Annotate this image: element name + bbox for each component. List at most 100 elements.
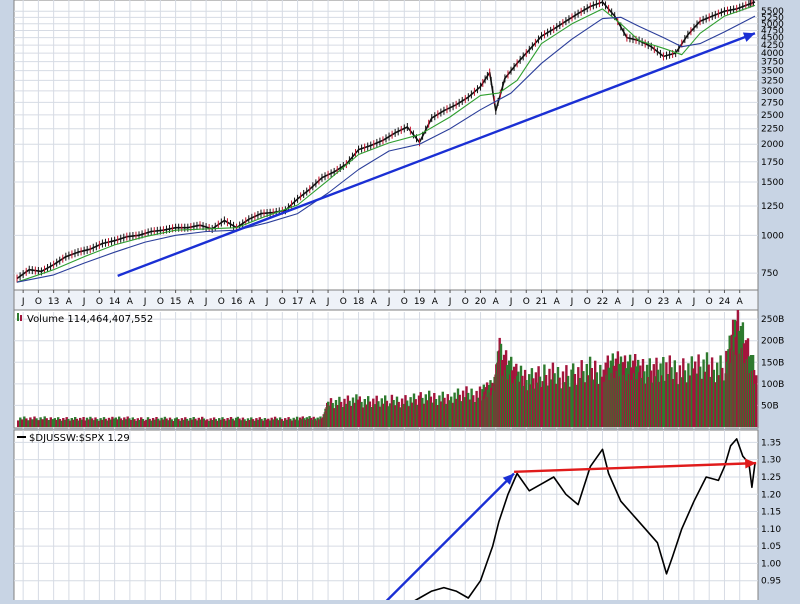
volume-y-tick-label: 250B [761, 315, 784, 325]
volume-bar [267, 418, 270, 427]
volume-bar [158, 420, 162, 427]
volume-bar [426, 400, 429, 427]
x-tick-label: 13 [48, 297, 59, 307]
ratio-y-tick-label: 1.00 [761, 559, 781, 569]
volume-bar [558, 377, 561, 427]
price-series-line-2 [16, 15, 756, 283]
volume-bar [65, 417, 68, 427]
volume-bar [438, 395, 441, 427]
volume-bar [419, 392, 422, 427]
volume-bar [465, 386, 468, 427]
price-plot [16, 0, 756, 283]
volume-bar [573, 374, 577, 427]
volume-bar [570, 369, 573, 427]
volume-bar [390, 394, 394, 427]
volume-bar [106, 420, 109, 427]
volume-bar [652, 364, 655, 427]
volume-bar [416, 404, 419, 427]
volume-bar [313, 418, 317, 427]
volume-bar [548, 368, 551, 427]
volume-bar [319, 416, 322, 427]
volume-bar [666, 374, 670, 427]
volume-bar [714, 382, 717, 427]
volume-bar [361, 407, 365, 427]
volume-bar [31, 419, 34, 427]
volume-bar [372, 398, 375, 427]
volume-legend-icon-bar [20, 315, 22, 321]
volume-bar [155, 417, 158, 427]
volume-bar [112, 418, 116, 427]
volume-bar [553, 373, 556, 427]
volume-bar [446, 394, 449, 427]
volume-bar [341, 407, 344, 427]
volume-bar [673, 360, 676, 427]
price-y-tick-label: 1000 [761, 231, 784, 241]
x-tick-label: O [279, 297, 286, 307]
x-tick-label: J [631, 297, 635, 307]
price-y-tick-label: 2750 [761, 98, 784, 108]
volume-bar [63, 419, 67, 427]
volume-bar [529, 384, 532, 427]
volume-bar [647, 377, 650, 427]
ratio-series-line-0 [414, 438, 756, 600]
volume-bar [692, 368, 695, 427]
volume-bar [670, 367, 673, 427]
volume-bar [455, 398, 458, 427]
volume-bar [143, 420, 146, 427]
volume-bar [126, 416, 129, 427]
x-tick-label: A [493, 297, 500, 307]
volume-bar [221, 417, 224, 427]
volume-bar [414, 399, 417, 427]
price-trend-arrow-line [117, 32, 756, 277]
volume-bar [238, 418, 241, 427]
volume-bar [532, 378, 535, 427]
ratio-trend-arrow-head [745, 458, 757, 469]
volume-bar [572, 363, 575, 427]
volume-bar [538, 376, 542, 427]
volume-bar [658, 381, 661, 427]
volume-bar [214, 419, 217, 427]
x-tick-label: A [554, 297, 561, 307]
volume-bar [163, 416, 167, 427]
volume-bar [160, 417, 163, 427]
volume-bar [451, 402, 455, 427]
volume-bar [104, 418, 107, 427]
volume-bar [685, 382, 688, 427]
volume-bar [356, 399, 360, 427]
volume-bar [229, 417, 233, 427]
volume-bar [665, 362, 668, 427]
volume-bar [185, 418, 189, 427]
x-tick-label: O [584, 297, 591, 307]
volume-bar [123, 417, 126, 427]
volume-bar [595, 372, 599, 427]
volume-bar [173, 418, 177, 427]
volume-bar [695, 373, 699, 427]
ratio-y-tick-label: 1.10 [761, 525, 781, 535]
volume-bar [268, 420, 272, 427]
x-tick-label: J [143, 297, 147, 307]
volume-bar [587, 375, 590, 427]
volume-bar [124, 419, 128, 427]
volume-bar [697, 354, 700, 427]
volume-bar [157, 418, 160, 427]
x-tick-label: A [249, 297, 256, 307]
volume-bar [300, 419, 303, 427]
volume-bar [308, 416, 311, 427]
volume-bar [206, 419, 209, 427]
volume-bar [448, 400, 451, 427]
volume-bar [248, 420, 251, 427]
price-y-tick-label: 3250 [761, 76, 784, 86]
x-tick-label: O [462, 297, 469, 307]
volume-bar [175, 417, 178, 427]
volume-bar [754, 375, 758, 427]
volume-bar [350, 406, 353, 427]
x-tick-label: A [615, 297, 622, 307]
volume-bar [355, 394, 358, 427]
volume-y-tick-label: 50B [761, 401, 779, 411]
x-tick-label: A [432, 297, 439, 307]
volume-bar [121, 420, 124, 427]
volume-bar [53, 418, 56, 427]
x-tick-label: A [127, 297, 134, 307]
x-tick-label: J [204, 297, 208, 307]
